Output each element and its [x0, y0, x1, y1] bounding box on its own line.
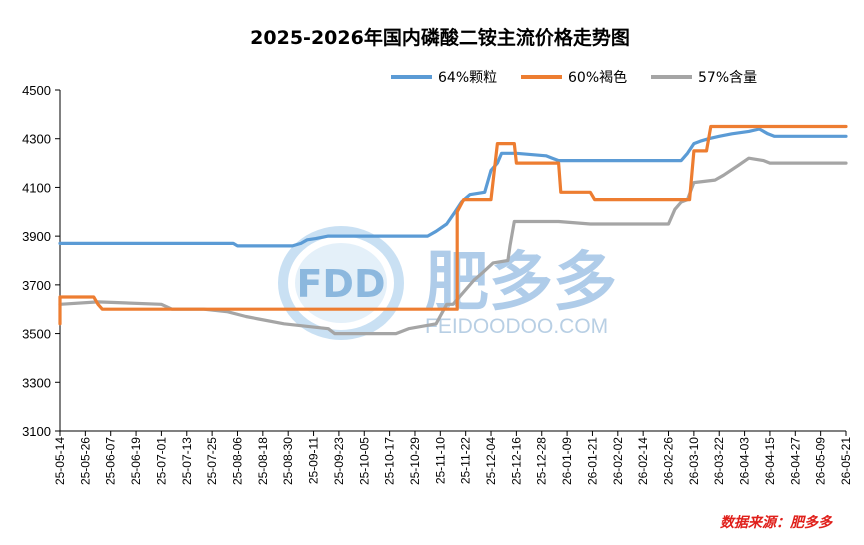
- source-note: 数据来源：肥多多: [720, 514, 833, 531]
- x-tick-label: 26-05-21: [839, 437, 853, 485]
- x-tick-label: 25-08-30: [281, 437, 295, 485]
- x-tick-label: 26-04-15: [763, 437, 777, 485]
- watermark-logo-text: FDD: [296, 262, 385, 306]
- y-axis: 3100 3300 3500 3700 3900 4100 4300 4500: [22, 83, 61, 439]
- series-line-2: [58, 156, 848, 336]
- x-tick-label: 26-04-27: [788, 437, 802, 485]
- x-tick-label: 25-07-13: [180, 437, 194, 485]
- x-tick-label: 25-08-18: [256, 437, 270, 485]
- legend-label: 57%含量: [698, 70, 757, 86]
- y-tick-label: 4100: [22, 180, 51, 195]
- series-layer: [58, 124, 848, 336]
- x-tick-label: 25-10-17: [383, 437, 397, 485]
- x-tick-label: 25-10-29: [408, 437, 422, 485]
- x-tick-label: 25-12-16: [509, 437, 523, 485]
- x-tick-label: 26-01-21: [585, 437, 599, 485]
- x-tick-label: 25-08-06: [230, 437, 244, 485]
- legend-label: 64%颗粒: [438, 70, 497, 86]
- x-tick-label: 25-10-05: [357, 437, 371, 485]
- y-tick-label: 3500: [22, 327, 51, 342]
- y-tick-label: 3900: [22, 229, 51, 244]
- x-tick-label: 25-06-07: [104, 437, 118, 485]
- x-tick-label: 25-12-28: [535, 437, 549, 485]
- series-line-1: [58, 124, 848, 326]
- x-tick-label: 25-07-25: [205, 437, 219, 485]
- x-tick-label: 25-09-11: [307, 437, 321, 484]
- y-tick-label: 4300: [22, 132, 51, 147]
- x-tick-label: 25-09-23: [332, 437, 346, 485]
- x-tick-label: 25-05-14: [53, 437, 67, 485]
- x-axis: 25-05-14 25-05-26 25-06-07 25-06-19 25-07-01…: [53, 430, 853, 485]
- y-tick-label: 3100: [22, 424, 51, 439]
- legend-item-57-content: 57%含量: [651, 70, 757, 86]
- legend-item-64-granular: 64%颗粒: [391, 70, 497, 86]
- legend-item-60-brown: 60%褐色: [521, 69, 627, 86]
- x-tick-label: 26-02-02: [611, 437, 625, 485]
- x-tick-label: 26-03-22: [712, 437, 726, 485]
- x-tick-label: 25-12-04: [484, 437, 498, 485]
- x-tick-label: 25-07-01: [154, 437, 168, 485]
- watermark: FDD 肥多多 FEIDOODOO.COM: [278, 226, 617, 340]
- x-tick-label: 26-03-10: [687, 437, 701, 485]
- x-tick-label: 26-02-26: [662, 437, 676, 485]
- chart-title: 2025-2026年国内磷酸二铵主流价格走势图: [250, 26, 630, 49]
- x-tick-label: 25-06-19: [129, 437, 143, 485]
- y-tick-label: 4500: [22, 83, 51, 98]
- legend: 64%颗粒 60%褐色 57%含量: [391, 69, 757, 86]
- x-tick-label: 26-01-09: [560, 437, 574, 485]
- y-tick-label: 3300: [22, 375, 51, 390]
- x-tick-label: 25-11-10: [433, 437, 447, 484]
- watermark-brand-url: FEIDOODOO.COM: [425, 315, 608, 338]
- x-tick-label: 25-11-22: [459, 437, 473, 484]
- x-tick-label: 26-02-14: [636, 437, 650, 485]
- watermark-logo-disc: [295, 243, 387, 323]
- y-tick-label: 3700: [22, 278, 51, 293]
- series-line-0: [58, 127, 848, 248]
- legend-label: 60%褐色: [568, 69, 627, 86]
- x-tick-label: 25-05-26: [78, 437, 92, 485]
- x-tick-label: 26-04-03: [738, 437, 752, 485]
- x-tick-label: 26-05-09: [814, 437, 828, 485]
